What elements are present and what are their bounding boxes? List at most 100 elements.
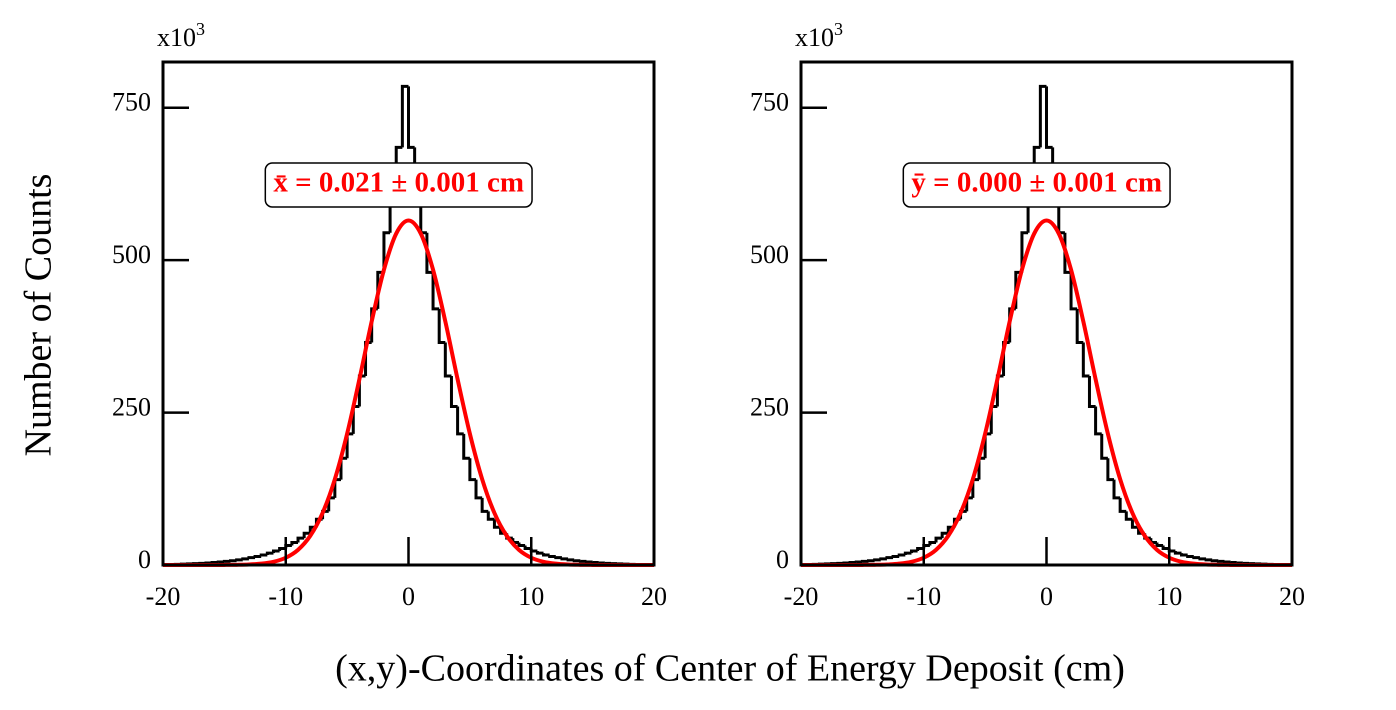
y-tick-label: 500 <box>750 240 789 269</box>
histogram-bin <box>928 540 937 546</box>
histogram-bin <box>867 559 875 563</box>
histogram-bin <box>216 560 225 564</box>
histogram-bin <box>247 556 256 560</box>
histogram-bin <box>1094 406 1102 436</box>
histogram-bin <box>1155 542 1164 547</box>
histogram-bin <box>897 553 906 557</box>
histogram-bin <box>1180 553 1188 557</box>
histogram-bin <box>560 557 569 561</box>
histogram-bin <box>1045 86 1053 149</box>
y-tick-label: 500 <box>112 240 151 269</box>
histogram-bin <box>1222 560 1231 564</box>
histogram-bin <box>854 560 863 564</box>
histogram-bin <box>535 550 544 555</box>
y-tick-label: 250 <box>112 393 151 422</box>
histogram-bin <box>492 519 501 529</box>
histogram-bin <box>437 308 446 344</box>
histogram-bin <box>1186 554 1194 558</box>
histogram-bin <box>1100 433 1108 460</box>
x-tick-label: 0 <box>402 582 415 611</box>
histogram-bin <box>542 553 550 557</box>
histogram-bin <box>523 545 532 551</box>
x-tick-label: 10 <box>518 582 544 611</box>
y-tick-label: 0 <box>138 545 151 574</box>
histogram-bin <box>891 554 900 558</box>
histogram-bin <box>241 557 249 561</box>
histogram-bin <box>934 536 943 543</box>
histogram-bin <box>578 559 587 563</box>
histogram-bin <box>1192 556 1200 560</box>
histogram-bin <box>1020 231 1029 273</box>
histogram-bin <box>1161 545 1170 551</box>
y-tick-label: 250 <box>750 393 789 422</box>
y-multiplier-exponent: 3 <box>834 19 843 39</box>
histogram-bin <box>271 549 280 554</box>
annotation-box <box>264 162 533 208</box>
histogram-bin <box>903 551 912 555</box>
histogram-bin <box>407 86 415 149</box>
histogram-bin <box>1130 519 1139 529</box>
histogram-bin <box>1118 497 1127 513</box>
y-tick-label: 750 <box>750 88 789 117</box>
histogram-bin <box>554 556 562 560</box>
histogram-bin <box>468 458 477 482</box>
histogram-bin <box>1112 479 1121 500</box>
histogram-bin <box>235 558 243 562</box>
y-multiplier: x103 <box>157 19 205 52</box>
histogram-bin <box>443 342 452 378</box>
histogram-bin <box>1173 550 1182 555</box>
histogram-bin <box>302 531 311 539</box>
y-axis-label: Number of Counts <box>18 174 60 457</box>
annotation-box <box>902 162 1171 208</box>
histogram-bin <box>449 375 458 408</box>
histogram-bin <box>1069 272 1078 311</box>
histogram-bin <box>1081 342 1090 378</box>
y-multiplier: x103 <box>795 19 843 52</box>
histogram-bin <box>222 559 231 563</box>
histogram-bin <box>591 561 599 565</box>
histogram-bin <box>916 547 924 551</box>
histogram-bin <box>1087 375 1096 408</box>
histogram-bin <box>572 559 581 563</box>
histogram-bin <box>259 553 268 557</box>
annotation: ȳ = 0.000 ± 0.001 cm <box>902 162 1171 208</box>
fit-curve <box>800 218 1292 568</box>
histogram-bin <box>1038 84 1047 148</box>
histogram-bin <box>1124 511 1133 521</box>
histogram-bin <box>382 231 391 273</box>
fit-curve <box>162 218 654 568</box>
histogram-bin <box>1216 559 1225 563</box>
histogram-bin <box>879 557 887 561</box>
y-multiplier-base: x10 <box>795 23 834 52</box>
histogram-bin <box>1198 557 1207 561</box>
histogram-bin <box>548 554 556 558</box>
histogram-bin <box>474 479 483 500</box>
y-tick-label: 750 <box>112 88 151 117</box>
x-tick-label: 10 <box>1156 582 1182 611</box>
histogram-bin <box>400 84 409 148</box>
histogram-bin <box>566 558 575 562</box>
histogram-bin <box>940 531 949 539</box>
histogram-bin <box>486 511 495 521</box>
histogram-bin <box>253 554 262 558</box>
histogram-bin <box>456 406 464 436</box>
x-tick-label: -20 <box>146 582 181 611</box>
x-tick-label: 0 <box>1040 582 1053 611</box>
y-multiplier-base: x10 <box>157 23 196 52</box>
x-axis-label: (x,y)-Coordinates of Center of Energy De… <box>335 648 1125 690</box>
histogram-bin <box>873 558 881 562</box>
y-tick-label: 0 <box>776 545 789 574</box>
annotation: x̄ = 0.021 ± 0.001 cm <box>264 162 533 208</box>
histogram-bin <box>229 559 237 563</box>
x-tick-label: -10 <box>268 582 303 611</box>
histogram-bin <box>480 497 489 513</box>
histogram-bin <box>296 536 305 543</box>
histogram-bin <box>584 560 593 564</box>
x-tick-label: -20 <box>784 582 819 611</box>
histogram-bin <box>860 559 869 563</box>
histogram-bin <box>1204 558 1213 562</box>
histogram-bin <box>1075 308 1084 344</box>
histogram-bin <box>1210 559 1219 563</box>
